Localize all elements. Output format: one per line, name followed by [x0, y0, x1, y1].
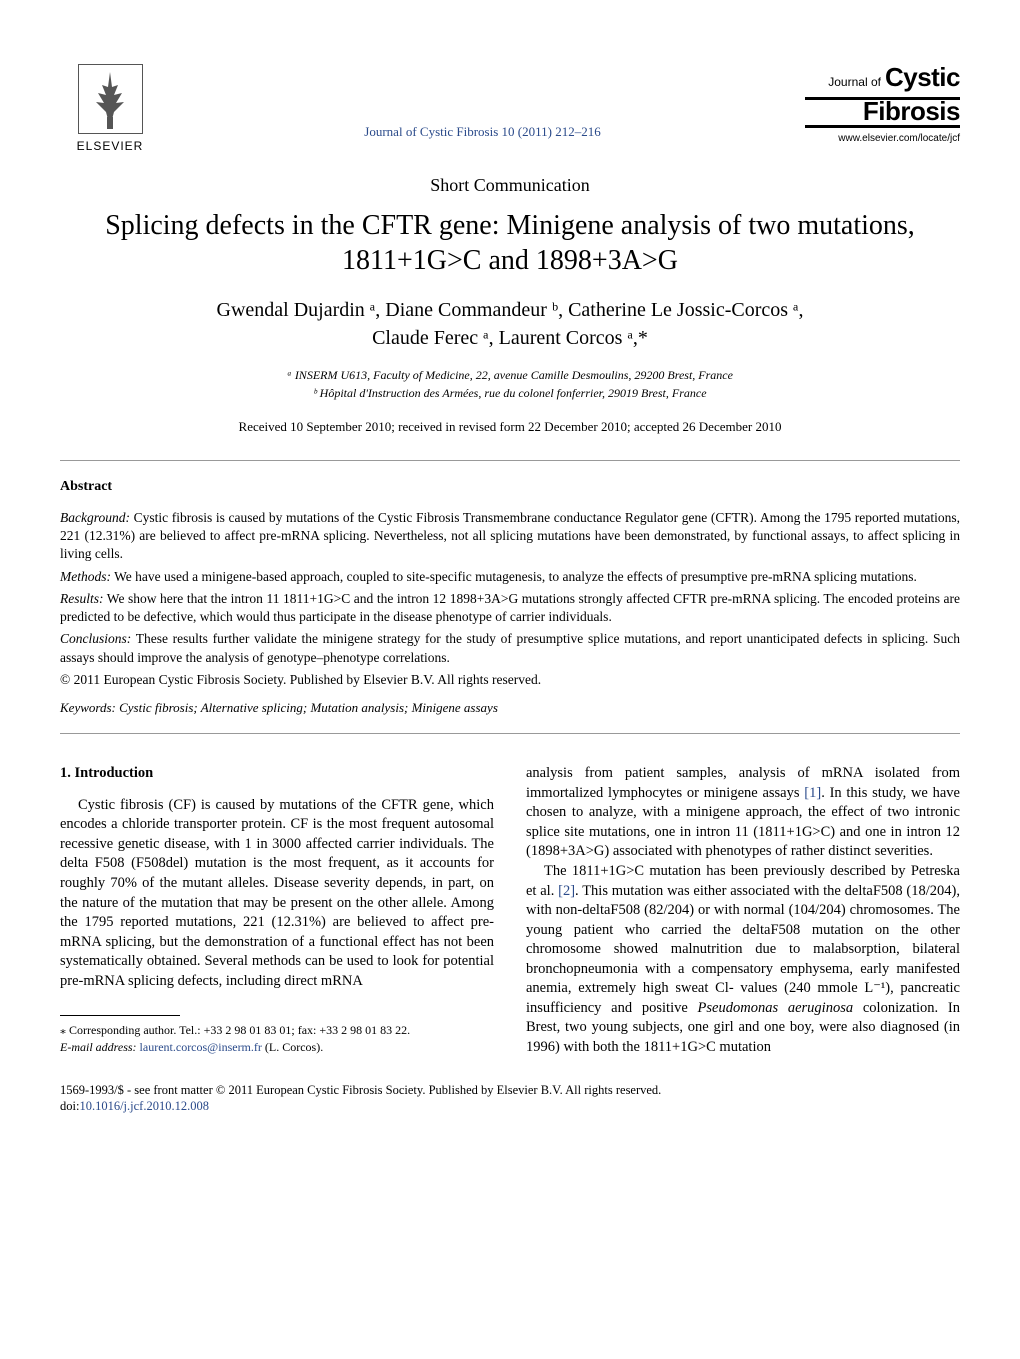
abstract-results-label: Results:: [60, 591, 104, 606]
article-type: Short Communication: [60, 173, 960, 198]
abstract-background-text: Cystic fibrosis is caused by mutations o…: [60, 510, 960, 561]
page-footer: 1569-1993/$ - see front matter © 2011 Eu…: [60, 1082, 960, 1116]
intro-paragraph-3: The 1811+1G>C mutation has been previous…: [526, 862, 960, 1058]
page-header: ELSEVIER Journal of Cystic Fibrosis 10 (…: [60, 50, 960, 155]
doi-prefix: doi:: [60, 1099, 79, 1113]
body-columns: 1. Introduction Cystic fibrosis (CF) is …: [60, 764, 960, 1057]
keywords: Keywords: Cystic fibrosis; Alternative s…: [60, 699, 960, 717]
journal-reference-link[interactable]: Journal of Cystic Fibrosis 10 (2011) 212…: [364, 124, 600, 139]
abstract-conclusions: Conclusions: These results further valid…: [60, 630, 960, 666]
journal-word-cystic: Cystic: [885, 59, 960, 95]
footnote-rule: [60, 1015, 180, 1016]
citation-ref-1[interactable]: [1]: [804, 785, 821, 801]
affiliation-a: ᵃ INSERM U613, Faculty of Medicine, 22, …: [60, 366, 960, 384]
footnote-email-label: E-mail address:: [60, 1040, 137, 1054]
footnote-email-line: E-mail address: laurent.corcos@inserm.fr…: [60, 1039, 494, 1055]
abstract-background-label: Background:: [60, 510, 130, 525]
publisher-logo: ELSEVIER: [60, 50, 160, 155]
abstract-methods-text: We have used a minigene-based approach, …: [111, 569, 917, 584]
authors-line-2: Claude Ferec ᵃ, Laurent Corcos ᵃ,*: [60, 324, 960, 352]
footnote-email-suffix: (L. Corcos).: [262, 1040, 323, 1054]
intro-paragraph-1: Cystic fibrosis (CF) is caused by mutati…: [60, 796, 494, 992]
column-left: 1. Introduction Cystic fibrosis (CF) is …: [60, 764, 494, 1057]
authors-line-1: Gwendal Dujardin ᵃ, Diane Commandeur ᵇ, …: [60, 296, 960, 324]
journal-word-fibrosis: Fibrosis: [805, 100, 960, 128]
doi-link[interactable]: 10.1016/j.jcf.2010.12.008: [79, 1099, 209, 1113]
journal-prefix: Journal of: [828, 74, 881, 91]
abstract-background: Background: Cystic fibrosis is caused by…: [60, 509, 960, 564]
abstract-methods-label: Methods:: [60, 569, 111, 584]
journal-logo: Journal of Cystic Fibrosis www.elsevier.…: [805, 59, 960, 147]
footer-doi: doi:10.1016/j.jcf.2010.12.008: [60, 1098, 960, 1115]
abstract-copyright: © 2011 European Cystic Fibrosis Society.…: [60, 671, 960, 689]
abstract-conclusions-text: These results further validate the minig…: [60, 631, 960, 664]
abstract-conclusions-label: Conclusions:: [60, 631, 131, 646]
footnote-email-link[interactable]: laurent.corcos@inserm.fr: [140, 1040, 262, 1054]
abstract-results-text: We show here that the intron 11 1811+1G>…: [60, 591, 960, 624]
abstract-body: Background: Cystic fibrosis is caused by…: [60, 509, 960, 689]
article-title: Splicing defects in the CFTR gene: Minig…: [60, 208, 960, 278]
journal-logo-line1: Journal of Cystic: [805, 59, 960, 100]
species-name: Pseudomonas aeruginosa: [698, 1000, 854, 1016]
article-dates: Received 10 September 2010; received in …: [60, 418, 960, 436]
section-1-heading: 1. Introduction: [60, 764, 494, 784]
footer-copyright: 1569-1993/$ - see front matter © 2011 Eu…: [60, 1082, 960, 1099]
column-right: analysis from patient samples, analysis …: [526, 764, 960, 1057]
corresponding-author-footnote: ⁎ Corresponding author. Tel.: +33 2 98 0…: [60, 1022, 494, 1054]
abstract-results: Results: We show here that the intron 11…: [60, 590, 960, 626]
affiliation-b: ᵇ Hôpital d'Instruction des Armées, rue …: [60, 384, 960, 402]
publisher-name: ELSEVIER: [77, 138, 144, 155]
journal-locate-url: www.elsevier.com/locate/jcf: [805, 132, 960, 146]
journal-reference[interactable]: Journal of Cystic Fibrosis 10 (2011) 212…: [160, 123, 805, 141]
keywords-text: Cystic fibrosis; Alternative splicing; M…: [116, 700, 498, 715]
affiliations: ᵃ INSERM U613, Faculty of Medicine, 22, …: [60, 366, 960, 402]
citation-ref-2[interactable]: [2]: [558, 883, 575, 899]
footnote-corr: ⁎ Corresponding author. Tel.: +33 2 98 0…: [60, 1022, 494, 1038]
elsevier-tree-icon: [78, 64, 143, 134]
abstract-heading: Abstract: [60, 477, 960, 497]
divider-rule-2: [60, 733, 960, 734]
divider-rule: [60, 460, 960, 461]
intro-paragraph-2: analysis from patient samples, analysis …: [526, 764, 960, 862]
intro-p3b: . This mutation was either associated wi…: [526, 883, 960, 1016]
keywords-label: Keywords:: [60, 700, 116, 715]
abstract-methods: Methods: We have used a minigene-based a…: [60, 568, 960, 586]
authors: Gwendal Dujardin ᵃ, Diane Commandeur ᵇ, …: [60, 296, 960, 352]
